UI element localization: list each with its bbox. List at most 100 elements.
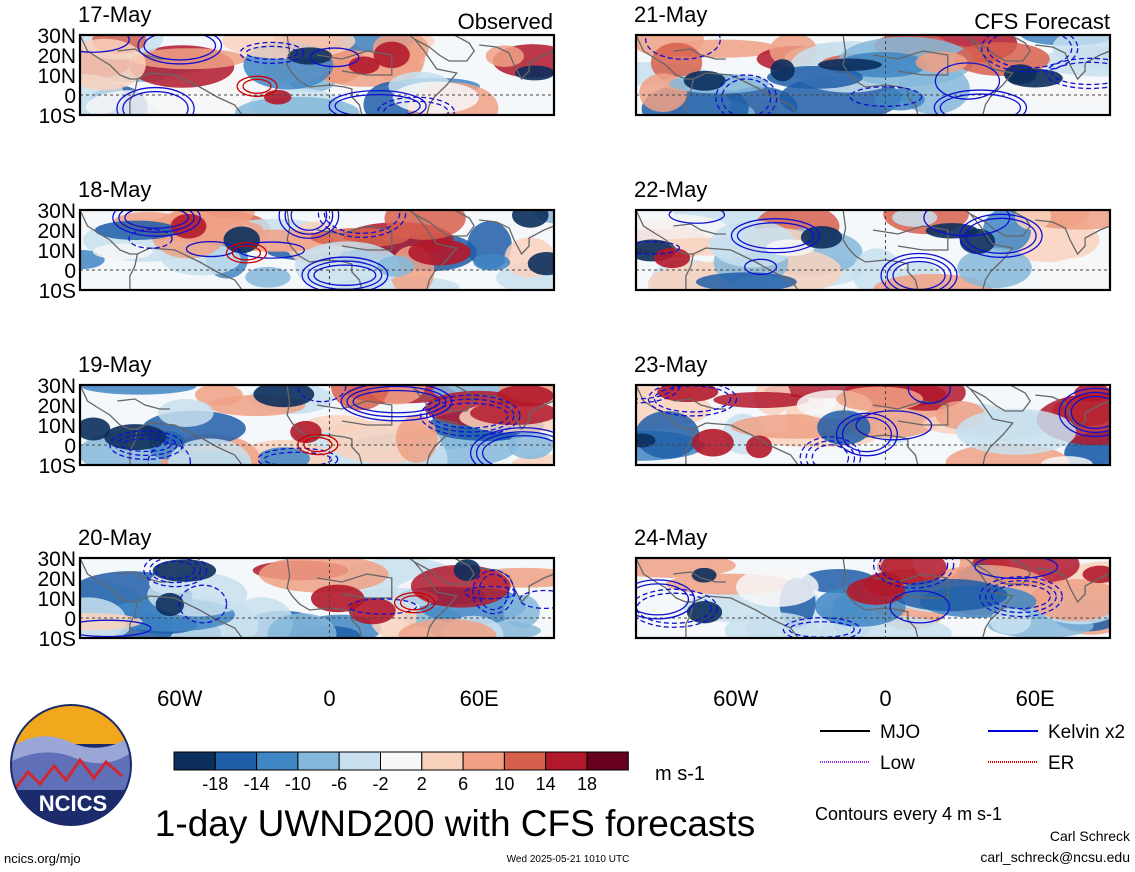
kelvin-contours [112,210,407,290]
panel-frame [78,33,556,117]
colorbar-tick-label: -6 [331,774,347,794]
kelvin-contours [80,35,455,115]
y-tick-label: 20N [37,220,76,243]
y-tick-label: 20N [37,568,76,591]
observed-label: Observed [458,9,553,34]
kelvin-contours [80,558,554,638]
colorbar-swatch [380,751,423,771]
coastlines [636,210,1110,290]
timestamp: Wed 2025-05-21 1010 UTC [507,854,630,865]
panels-group: 17-May30N20N10N010S18-May30N20N10N010S19… [37,2,1112,651]
colorbar-swatch [421,751,464,771]
panel-22-May: 22-May [634,177,1112,292]
y-tick-label: 30N [37,200,76,223]
y-tick-label: 0 [64,435,76,458]
panel-frame [634,33,1112,117]
svg-text:ER: ER [1048,753,1074,774]
y-tick-label: 30N [37,25,76,48]
y-tick-label: 10S [39,105,76,128]
figure-title: 1-day UWND200 with CFS forecasts [155,803,755,844]
panel-date-label: 23-May [634,352,707,377]
colorbar-tick-label: -14 [244,774,270,794]
uwnd-field [636,210,1110,290]
coastlines [636,35,1110,115]
logo-text: NCICS [39,791,107,816]
site-url: ncics.org/mjo [4,851,81,866]
panel-date-label: 20-May [78,525,151,550]
colorbar-unit: m s-1 [655,763,705,785]
y-tick-label: 10S [39,280,76,303]
panel-frame [78,556,556,640]
colorbar-swatch [173,751,216,771]
colorbar-tick-label: -18 [202,774,228,794]
x-axes-group: 60W 0 60E 60W 0 60E [157,686,1055,711]
legend-item-er: ER [988,753,1074,774]
y-tick-label: 30N [37,375,76,398]
panel-date-label: 21-May [634,2,707,27]
colorbar-swatch [462,751,505,771]
colorbar-swatch [338,751,382,771]
colorbar-swatch [297,751,340,771]
panel-frame [634,556,1112,640]
coastlines [636,385,1110,465]
author-name: Carl Schreck [1050,828,1131,844]
y-tick-label: 10S [39,455,76,478]
y-tick-label: 10N [37,415,76,438]
legend-item-kelvin-x2: Kelvin x2 [988,722,1125,743]
colorbar-tick-label: 10 [494,774,514,794]
y-tick-label: 20N [37,45,76,68]
x-tick-label: 0 [879,686,891,711]
colorbar-swatch [545,751,588,771]
uwnd-field [80,35,554,115]
colorbar-swatch [256,751,299,771]
ncics-logo: NCICS [10,704,132,826]
uwnd-field [636,558,1110,638]
kelvin-contours [645,35,1110,115]
y-tick-label: 10N [37,65,76,88]
x-tick-label: 60E [1016,686,1055,711]
colorbar-tick-label: 2 [417,774,427,794]
legend-item-low: Low [820,753,915,774]
uwnd-field [80,558,554,638]
panel-frame [78,208,556,292]
contour-note: Contours every 4 m s-1 [815,804,1002,824]
colorbar-tick-label: 14 [536,774,556,794]
uwnd-field [80,385,554,465]
colorbar-swatch [503,751,547,771]
y-tick-label: 30N [37,548,76,571]
colorbar-tick-label: -10 [285,774,311,794]
author-email: carl_schreck@ncsu.edu [980,849,1130,865]
svg-text:Kelvin x2: Kelvin x2 [1048,722,1125,743]
panel-frame [78,383,556,467]
y-tick-label: 10S [39,628,76,651]
x-tick-label: 60W [157,686,202,711]
panel-date-label: 22-May [634,177,707,202]
panel-date-label: 24-May [634,525,707,550]
legend-item-mjo: MJO [820,722,920,743]
svg-text:MJO: MJO [880,722,920,743]
colorbar-tick-label: 18 [577,774,597,794]
y-tick-label: 0 [64,85,76,108]
panel-frame [634,383,1112,467]
kelvin-contours [636,210,1043,290]
panel-frame [634,208,1112,292]
y-tick-label: 0 [64,260,76,283]
y-tick-label: 20N [37,395,76,418]
y-tick-label: 10N [37,588,76,611]
y-tick-label: 10N [37,240,76,263]
forecast-label: CFS Forecast [974,9,1110,34]
uwnd-field [80,210,554,290]
panel-24-May: 24-May [634,525,1112,640]
panel-date-label: 19-May [78,352,151,377]
colorbar: -18 -14 -10 -6 -2 2 6 10 14 18 [173,751,629,794]
panel-date-label: 18-May [78,177,151,202]
colorbar-tick-label: 6 [458,774,468,794]
panel-23-May: 23-May [634,352,1112,467]
contour-legend: MJO Kelvin x2 Low ER [820,722,1125,774]
colorbar-swatch [586,751,629,771]
